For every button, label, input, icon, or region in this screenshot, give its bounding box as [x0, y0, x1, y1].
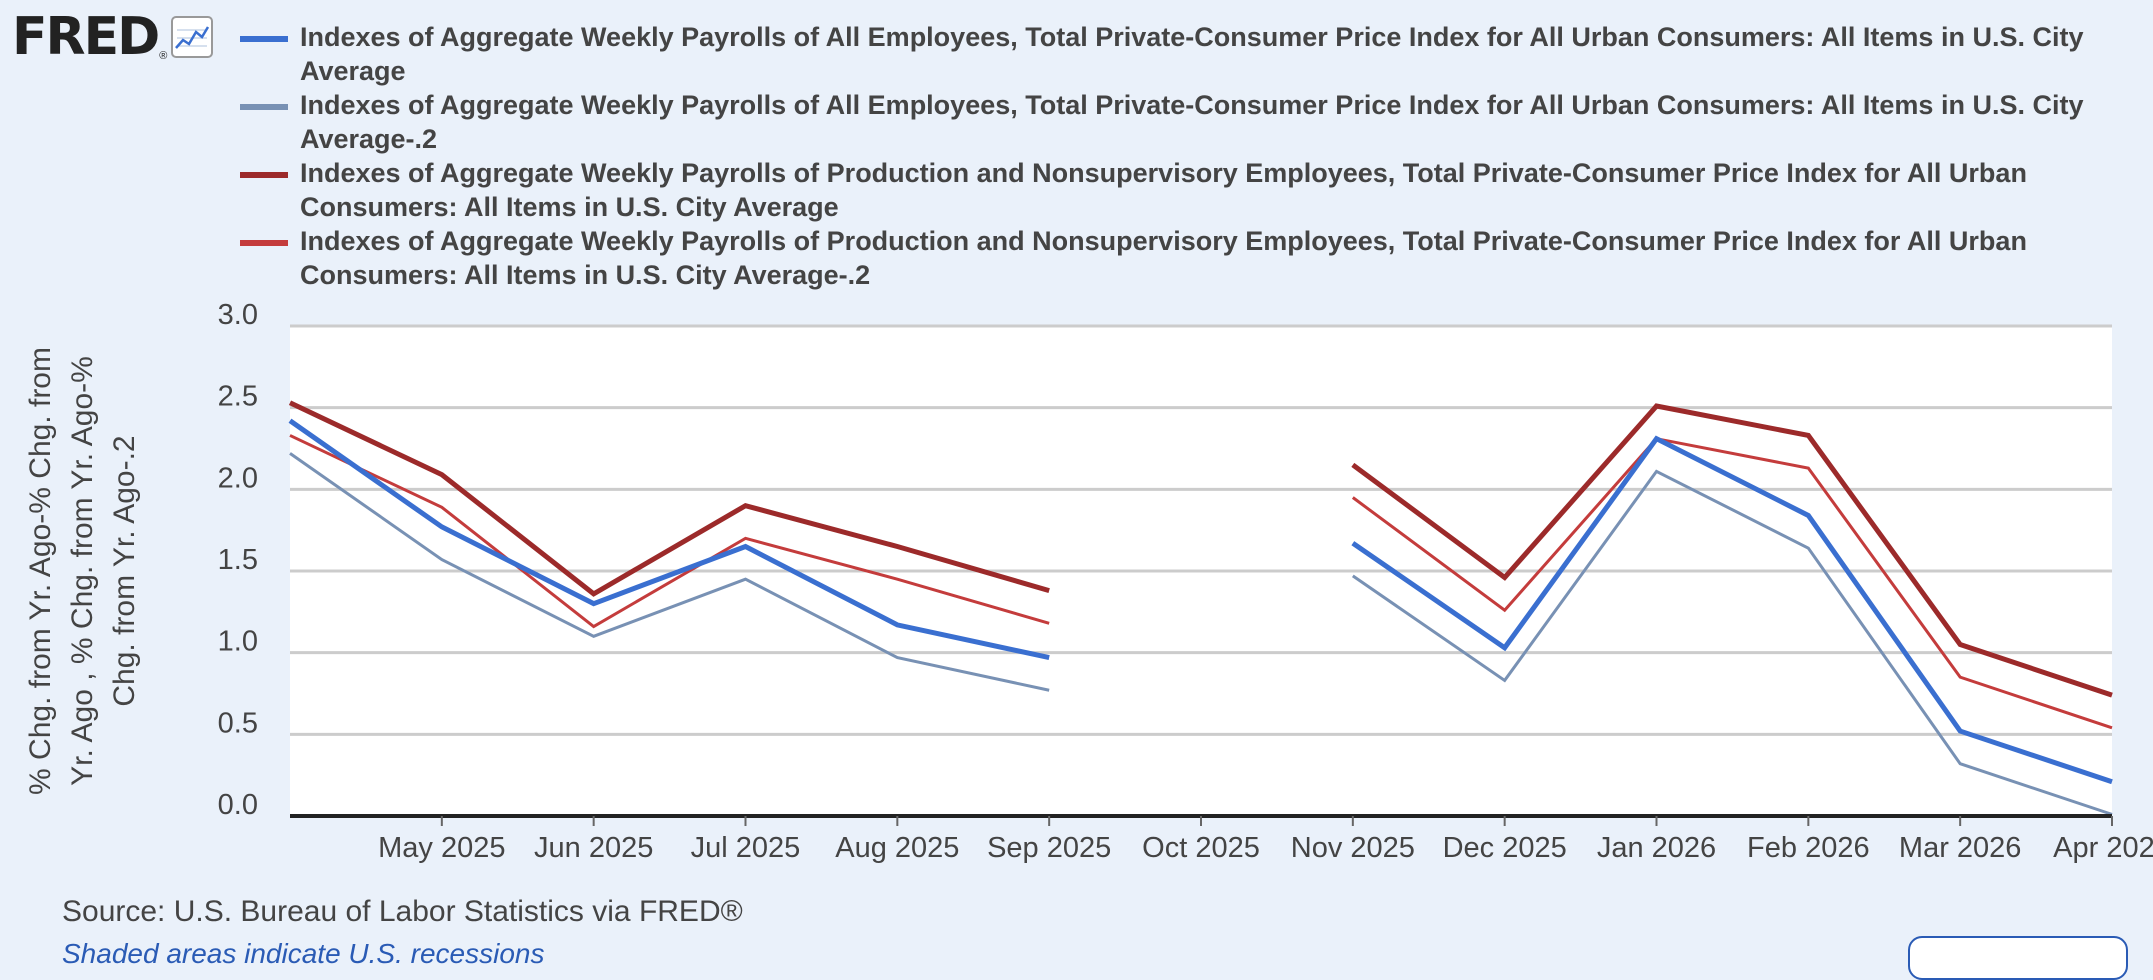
x-tick-label: Sep 2025 — [987, 832, 1111, 864]
legend-swatch — [240, 172, 288, 178]
y-tick-label: 2.5 — [218, 381, 258, 413]
fred-logo[interactable]: FRED ® — [12, 7, 214, 67]
y-tick-label: 2.0 — [218, 462, 258, 494]
y-tick-label: 1.0 — [218, 626, 258, 658]
line-chart: 0.0 0.5 1.0 1.5 2.0 2.5 3.0 May 2025 Jun 2025 Ju… — [24, 299, 2153, 864]
chart-legend: Indexes of Aggregate Weekly Payrolls of … — [240, 20, 2100, 292]
legend-swatch — [240, 240, 288, 246]
series-line — [289, 452, 1050, 692]
y-tick-label: 3.0 — [218, 299, 258, 331]
registered-mark: ® — [159, 50, 168, 62]
legend-item[interactable]: Indexes of Aggregate Weekly Payrolls of … — [240, 88, 2100, 156]
series-line — [1351, 437, 2113, 730]
series-line — [289, 434, 1050, 629]
x-tick-label: May 2025 — [378, 832, 505, 864]
series-line — [1351, 435, 2113, 785]
line-chart-icon — [171, 16, 214, 58]
y-tick-label: 0.5 — [218, 707, 258, 739]
x-tick-label: Nov 2025 — [1291, 832, 1415, 864]
grid-lines — [290, 324, 2112, 736]
legend-label: Indexes of Aggregate Weekly Payrolls of … — [300, 158, 2027, 222]
legend-item[interactable]: Indexes of Aggregate Weekly Payrolls of … — [240, 156, 2100, 224]
legend-label: Indexes of Aggregate Weekly Payrolls of … — [300, 90, 2084, 154]
fred-logo-text: FRED — [12, 7, 160, 67]
source-note: Source: U.S. Bureau of Labor Statistics … — [62, 895, 743, 928]
y-tick-label: 1.5 — [218, 544, 258, 576]
legend-swatch — [240, 36, 288, 42]
recession-note-link[interactable]: Shaded areas indicate U.S. recessions — [62, 938, 545, 969]
x-tick-label: Mar 2026 — [1899, 832, 2022, 864]
legend-label: Indexes of Aggregate Weekly Payrolls of … — [300, 226, 2027, 290]
x-tick-label: Jul 2025 — [691, 832, 801, 864]
x-axis-ticks: May 2025 Jun 2025 Jul 2025 Aug 2025 Sep 2025… — [378, 816, 2153, 864]
series-line — [288, 400, 1050, 597]
legend-item[interactable]: Indexes of Aggregate Weekly Payrolls of … — [240, 224, 2100, 292]
legend-swatch — [240, 104, 288, 110]
y-tick-label: 0.0 — [218, 789, 258, 821]
x-tick-label: Jan 2026 — [1597, 832, 1716, 864]
series-line — [1351, 403, 2113, 698]
share-button[interactable] — [1908, 936, 2128, 980]
x-tick-label: Dec 2025 — [1443, 832, 1567, 864]
y-axis-ticks: 0.0 0.5 1.0 1.5 2.0 2.5 3.0 — [218, 299, 258, 821]
series-line — [1351, 469, 2113, 816]
x-tick-label: Oct 2025 — [1142, 832, 1260, 864]
x-tick-label: Aug 2025 — [835, 832, 959, 864]
series-line — [288, 418, 1050, 661]
x-tick-label: Jun 2025 — [534, 832, 653, 864]
y-axis-label: % Chg. from Yr. Ago-% Chg. from Yr. Ago ,… — [24, 347, 141, 795]
x-tick-label: Apr 2026 — [2053, 832, 2153, 864]
legend-item[interactable]: Indexes of Aggregate Weekly Payrolls of … — [240, 20, 2100, 88]
series-lines — [288, 400, 2113, 816]
x-tick-label: Feb 2026 — [1747, 832, 1870, 864]
legend-label: Indexes of Aggregate Weekly Payrolls of … — [300, 22, 2084, 86]
